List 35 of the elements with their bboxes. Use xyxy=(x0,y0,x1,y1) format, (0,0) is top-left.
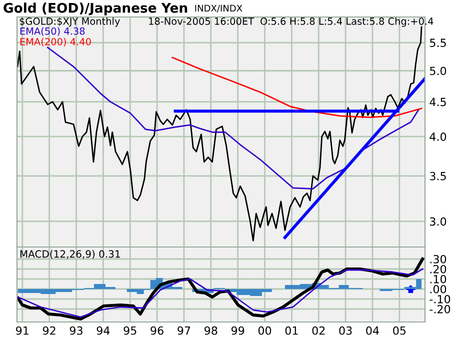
chart-title: Gold (EOD)/Japanese Yen xyxy=(4,2,188,16)
x-tick-label: 01 xyxy=(285,326,298,335)
x-tick-label: 95 xyxy=(124,326,136,335)
y-tick-label: 5.0 xyxy=(430,66,446,76)
x-tick-label: 03 xyxy=(339,326,352,335)
y-tick-label: -.20 xyxy=(430,304,450,314)
y-tick-label: -.10 xyxy=(430,294,450,304)
x-tick-label: 93 xyxy=(70,326,82,335)
y-tick-label: .30 xyxy=(430,254,446,264)
x-tick-label: 02 xyxy=(312,326,325,335)
y-tick-label: .00 xyxy=(430,284,446,294)
y-tick-label: 5.5 xyxy=(430,38,446,48)
chart-title: MACD(12,26,9) 0.31 xyxy=(20,250,120,259)
x-tick-label: 96 xyxy=(150,326,164,335)
y-tick-label: 4.0 xyxy=(430,132,446,141)
annotation: $GOLD:$XJY Monthly xyxy=(20,17,120,27)
y-tick-label: .20 xyxy=(430,264,446,274)
chart-subtitle: INDX/INDX xyxy=(195,4,242,12)
annotation: O:5.6 H:5.8 L:5.4 Last:5.8 Chg:+0.4 xyxy=(260,17,434,27)
x-tick-label: 94 xyxy=(96,326,110,335)
y-tick-label: .10 xyxy=(430,274,446,284)
x-tick-label: 00 xyxy=(258,326,272,335)
annotation: 18-Nov-2005 16:00ET xyxy=(149,18,254,25)
series-label: EMA(50) 4.38 xyxy=(20,27,85,36)
y-tick-label: 3.5 xyxy=(430,172,446,180)
x-tick-label: 97 xyxy=(178,326,190,335)
y-tick-label: 3.0 xyxy=(430,217,446,226)
x-tick-label: 04 xyxy=(366,326,379,335)
x-tick-label: 05 xyxy=(393,326,406,335)
x-tick-label: 92 xyxy=(42,326,56,335)
x-tick-label: 98 xyxy=(204,326,218,335)
text: EMA(200) 4.40 xyxy=(20,38,91,46)
x-tick-label: 99 xyxy=(231,326,244,335)
y-tick-label: 4.5 xyxy=(430,98,446,106)
x-tick-label: 91 xyxy=(16,326,28,335)
